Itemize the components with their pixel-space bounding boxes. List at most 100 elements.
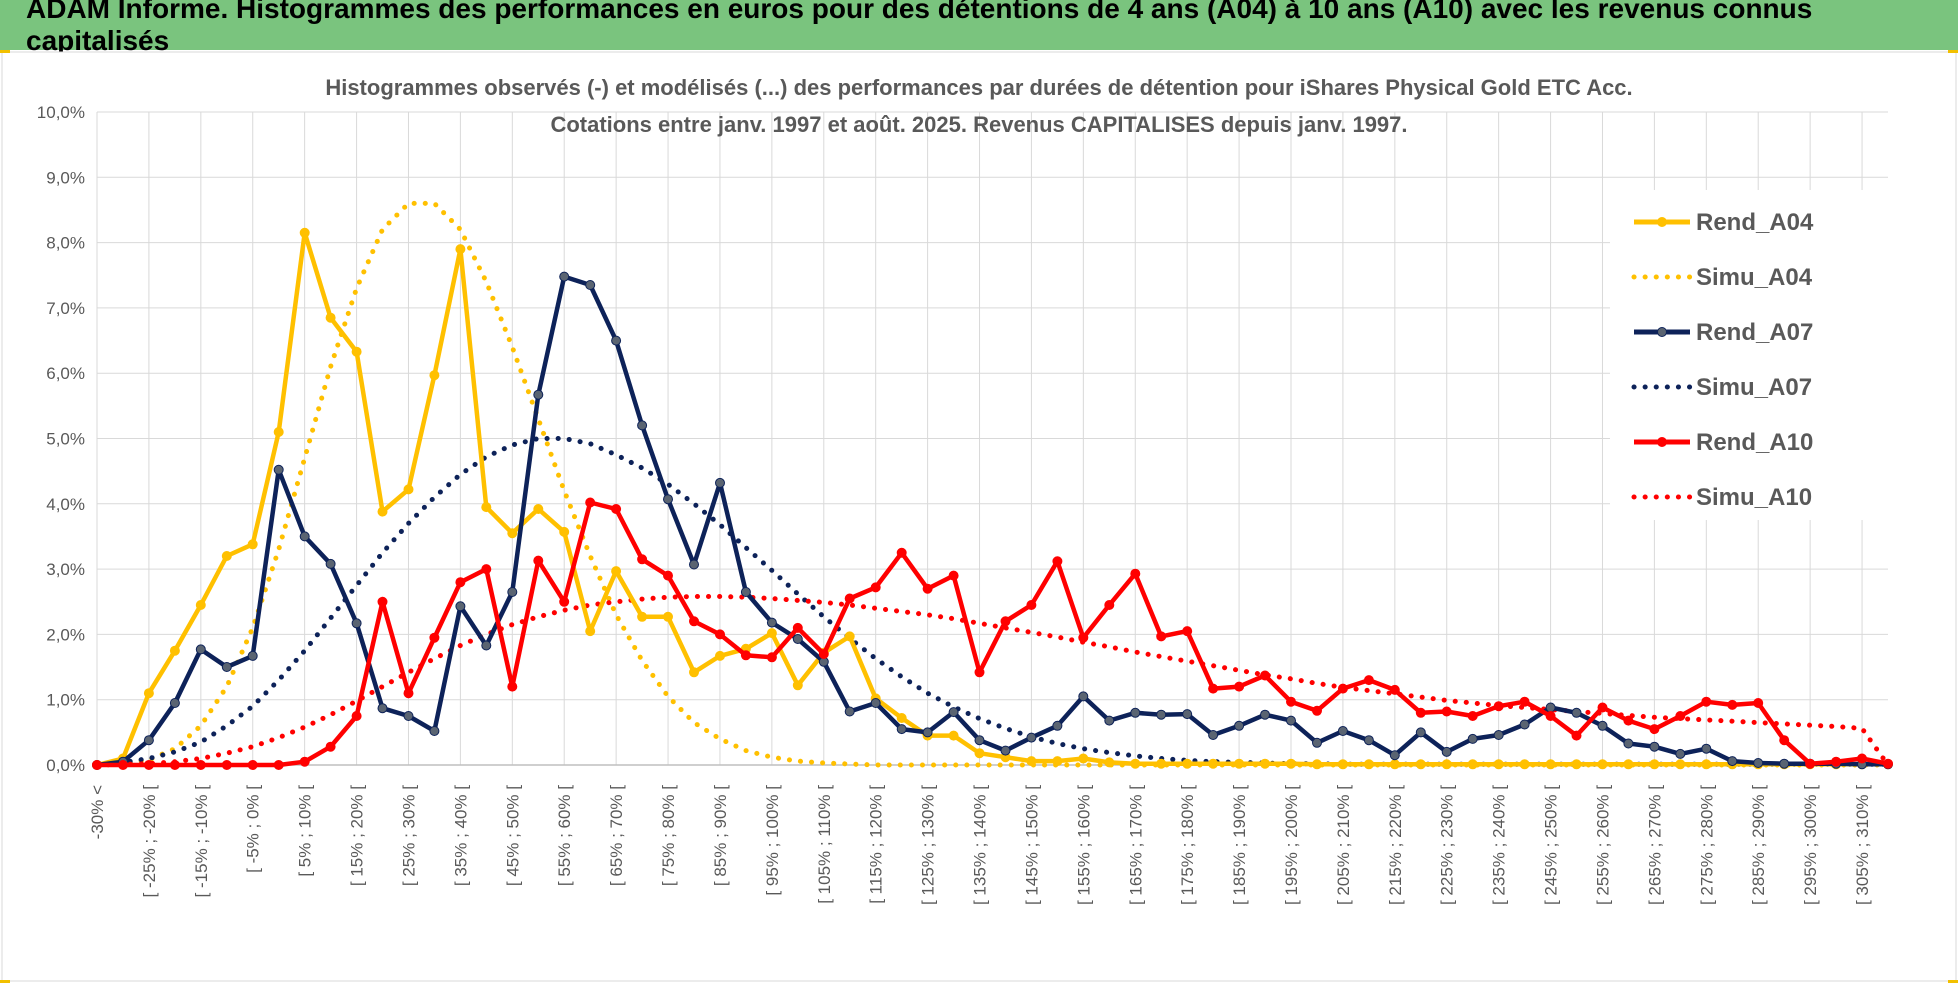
data-point-rend_a04 bbox=[351, 346, 362, 357]
data-point-rend_a04 bbox=[143, 688, 154, 699]
data-point-rend_a07 bbox=[1000, 745, 1011, 756]
data-point-rend_a07 bbox=[1753, 758, 1764, 768]
data-point-rend_a10 bbox=[533, 555, 544, 566]
data-point-rend_a07 bbox=[1337, 726, 1348, 736]
data-point-rend_a07 bbox=[1078, 691, 1089, 702]
x-tick-label: [ 45% ; 50% [ bbox=[503, 785, 522, 886]
data-point-rend_a04 bbox=[844, 631, 855, 642]
data-point-rend_a10 bbox=[766, 652, 777, 663]
data-point-rend_a07 bbox=[507, 587, 518, 597]
data-point-rend_a10 bbox=[1675, 711, 1686, 721]
legend-label: Rend_A10 bbox=[1696, 429, 1813, 456]
data-point-rend_a10 bbox=[1130, 568, 1141, 579]
data-point-rend_a04 bbox=[948, 730, 959, 741]
report-banner: ADAM Informe. Histogrammes des performan… bbox=[0, 0, 1958, 56]
data-point-rend_a04 bbox=[403, 484, 414, 495]
data-point-rend_a07 bbox=[922, 727, 933, 738]
data-point-rend_a10 bbox=[1753, 698, 1764, 708]
data-point-rend_a07 bbox=[559, 271, 570, 282]
data-point-rend_a10 bbox=[1441, 706, 1452, 717]
data-point-rend_a10 bbox=[247, 760, 258, 770]
data-point-rend_a10 bbox=[974, 667, 985, 678]
banner-title: ADAM Informe. Histogrammes des performan… bbox=[26, 0, 1813, 56]
data-point-rend_a10 bbox=[143, 760, 154, 770]
data-point-rend_a04 bbox=[1337, 759, 1348, 770]
data-point-rend_a10 bbox=[1701, 696, 1712, 707]
data-point-rend_a10 bbox=[221, 760, 232, 770]
x-tick-label: [ 165% ; 170% [ bbox=[1126, 785, 1145, 905]
x-tick-label: [ 5% ; 10% [ bbox=[296, 785, 315, 877]
data-point-rend_a04 bbox=[1441, 759, 1452, 770]
x-tick-label: [ -15% ; -10% [ bbox=[192, 785, 211, 898]
data-point-rend_a07 bbox=[1441, 746, 1452, 757]
data-point-rend_a04 bbox=[792, 680, 803, 691]
data-point-rend_a04 bbox=[1597, 759, 1608, 770]
x-tick-label: [ 105% ; 110% [ bbox=[815, 785, 834, 904]
data-point-rend_a04 bbox=[1493, 759, 1504, 770]
data-point-rend_a10 bbox=[273, 760, 284, 770]
chart-title: Histogrammes observés (-) et modélisés (… bbox=[325, 75, 1632, 100]
data-point-rend_a10 bbox=[1857, 753, 1867, 764]
data-point-rend_a10 bbox=[792, 622, 803, 633]
data-point-rend_a04 bbox=[1545, 759, 1556, 770]
data-point-rend_a07 bbox=[740, 587, 751, 597]
data-point-rend_a04 bbox=[1415, 759, 1426, 770]
data-point-rend_a04 bbox=[455, 244, 466, 255]
legend-label: Simu_A10 bbox=[1696, 484, 1812, 511]
data-point-rend_a10 bbox=[429, 632, 440, 643]
x-tick-label: [ 255% ; 260% [ bbox=[1593, 785, 1612, 905]
data-point-rend_a04 bbox=[299, 227, 310, 238]
histogram-chart: 0,0% 1,0% 2,0% 3,0% 4,0% 5,0% 6,0% 7,0% 8,0% 9,0%… bbox=[0, 50, 1958, 983]
data-point-rend_a10 bbox=[818, 649, 829, 659]
data-point-rend_a04 bbox=[1260, 758, 1270, 769]
data-point-rend_a07 bbox=[1571, 707, 1582, 718]
data-point-rend_a10 bbox=[1883, 758, 1893, 769]
data-point-rend_a04 bbox=[559, 526, 570, 537]
data-point-rend_a07 bbox=[1104, 715, 1115, 726]
data-point-rend_a10 bbox=[1156, 631, 1167, 642]
data-point-rend_a10 bbox=[844, 593, 855, 604]
data-point-rend_a10 bbox=[1078, 632, 1089, 643]
data-point-rend_a10 bbox=[1597, 702, 1608, 713]
x-tick-label: [ -25% ; -20% [ bbox=[140, 785, 159, 898]
data-point-rend_a04 bbox=[1130, 758, 1141, 769]
data-point-rend_a10 bbox=[1727, 699, 1738, 710]
data-point-rend_a07 bbox=[1675, 748, 1686, 759]
legend-label: Rend_A07 bbox=[1696, 319, 1813, 346]
data-point-rend_a04 bbox=[1156, 758, 1167, 769]
x-tick-label: -30% < bbox=[88, 785, 107, 839]
data-point-rend_a10 bbox=[1571, 730, 1582, 741]
y-tick-label: 1,0% bbox=[46, 691, 85, 710]
data-point-rend_a10 bbox=[1389, 684, 1400, 695]
data-point-rend_a10 bbox=[1779, 735, 1790, 746]
data-point-rend_a10 bbox=[195, 760, 206, 770]
y-tick-label: 9,0% bbox=[46, 168, 85, 187]
data-point-rend_a10 bbox=[403, 688, 414, 699]
data-point-rend_a10 bbox=[611, 504, 622, 514]
x-tick-label: [ 115% ; 120% [ bbox=[867, 785, 886, 904]
data-point-rend_a10 bbox=[1312, 705, 1322, 716]
x-tick-label: [ 205% ; 210% [ bbox=[1334, 785, 1353, 905]
data-point-rend_a07 bbox=[663, 494, 673, 505]
data-point-rend_a07 bbox=[455, 601, 466, 612]
x-tick-label: [ 195% ; 200% [ bbox=[1282, 785, 1301, 905]
x-tick-label: [ 55% ; 60% [ bbox=[555, 785, 574, 886]
legend-marker bbox=[1657, 327, 1667, 337]
data-point-rend_a10 bbox=[1260, 670, 1270, 681]
series-line-simu_a10 bbox=[94, 594, 1891, 768]
data-point-rend_a10 bbox=[507, 681, 518, 692]
data-point-rend_a10 bbox=[1467, 711, 1478, 721]
data-point-rend_a04 bbox=[195, 600, 206, 610]
data-point-rend_a07 bbox=[870, 698, 881, 708]
data-point-rend_a07 bbox=[1467, 733, 1478, 744]
data-point-rend_a07 bbox=[896, 724, 907, 735]
data-point-rend_a10 bbox=[1493, 701, 1504, 712]
data-point-rend_a04 bbox=[715, 650, 725, 661]
data-point-rend_a07 bbox=[1493, 730, 1504, 740]
x-tick-label: [ 155% ; 160% [ bbox=[1074, 785, 1093, 905]
legend-marker bbox=[1657, 217, 1667, 227]
data-point-rend_a10 bbox=[585, 497, 596, 508]
data-point-rend_a10 bbox=[377, 596, 388, 607]
data-point-rend_a10 bbox=[1415, 707, 1426, 718]
data-point-rend_a07 bbox=[611, 335, 622, 346]
